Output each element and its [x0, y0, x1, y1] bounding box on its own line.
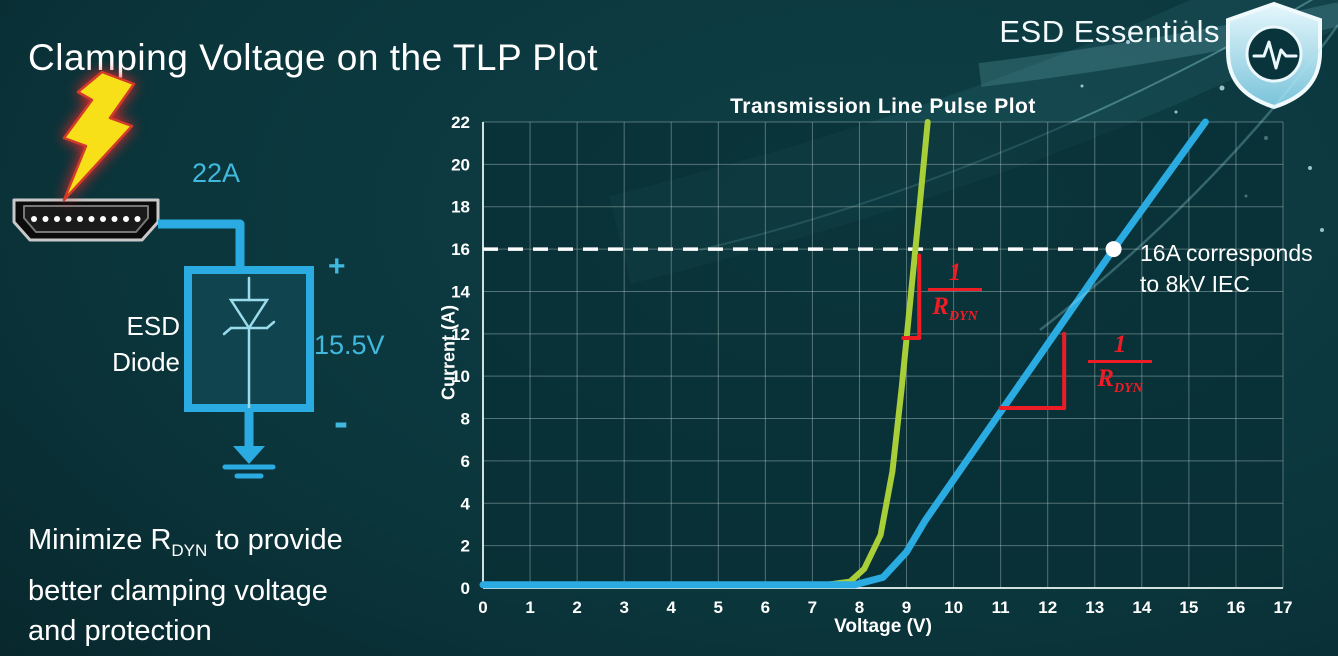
x-tick-label: 13 — [1085, 598, 1104, 617]
note-line-2: better clamping voltage — [28, 574, 328, 607]
x-tick-label: 7 — [808, 598, 817, 617]
minus-terminal-label: - — [334, 398, 348, 445]
x-tick-label: 5 — [714, 598, 723, 617]
y-tick-label: 18 — [451, 198, 470, 217]
brand-label: ESD Essentials — [999, 14, 1220, 49]
x-tick-label: 8 — [855, 598, 864, 617]
iec-marker-dot — [1105, 241, 1122, 258]
wire — [158, 219, 245, 270]
x-tick-label: 3 — [619, 598, 628, 617]
y-tick-label: 4 — [461, 494, 471, 513]
y-tick-label: 20 — [451, 155, 470, 174]
device-name-line1: ESD — [126, 311, 180, 341]
x-tick-label: 12 — [1038, 598, 1057, 617]
y-tick-label: 16 — [451, 240, 470, 259]
x-tick-label: 17 — [1274, 598, 1293, 617]
y-tick-label: 2 — [461, 537, 470, 556]
y-tick-label: 12 — [451, 325, 470, 344]
fraction-bar — [928, 288, 982, 291]
iec-marker-label-line2: to 8kV IEC — [1140, 271, 1250, 297]
clamp-voltage-label: 15.5V — [314, 330, 385, 360]
x-tick-label: 1 — [525, 598, 534, 617]
tlp-chart: 0 1 2 3 4 5 6 7 8 9 10 11 12 13 14 15 16 1702468101214161… — [451, 113, 1293, 617]
iec-marker-label-line1: 16A corresponds — [1140, 240, 1313, 266]
zener-diode-symbol — [222, 276, 276, 410]
y-tick-label: 0 — [461, 579, 470, 598]
y-tick-label: 10 — [451, 367, 470, 386]
device-name: ESD Diode — [96, 308, 180, 380]
plus-terminal-label: + — [328, 250, 346, 283]
x-tick-label: 14 — [1132, 598, 1151, 617]
y-tick-label: 14 — [451, 282, 470, 301]
x-tick-label: 4 — [667, 598, 677, 617]
summary-note: Minimize RDYN to provide better clamping… — [28, 520, 343, 651]
x-tick-label: 6 — [761, 598, 770, 617]
x-tick-label: 11 — [992, 598, 1010, 617]
x-tick-label: 0 — [478, 598, 487, 617]
rdyn-fraction-green: 1 RDYN — [928, 260, 982, 331]
fraction-bar — [1088, 360, 1152, 363]
device-name-line2: Diode — [112, 347, 180, 377]
note-line-3: and protection — [28, 614, 212, 647]
page-title: Clamping Voltage on the TLP Plot — [28, 36, 599, 78]
iec-marker-label: 16A corresponds to 8kV IEC — [1140, 238, 1313, 300]
note-line-1: Minimize RDYN to provide — [28, 524, 343, 560]
pulse-icon — [1252, 40, 1298, 70]
ground-symbol — [222, 408, 276, 479]
lightning-icon — [62, 70, 136, 202]
x-tick-label: 10 — [944, 598, 963, 617]
y-tick-label: 22 — [451, 113, 470, 132]
hdmi-connector-icon — [12, 198, 160, 242]
esd-circuit-diagram — [12, 70, 314, 479]
surge-current-label: 22A — [192, 158, 241, 188]
x-tick-label: 9 — [902, 598, 911, 617]
shield-logo-icon — [1226, 1, 1322, 110]
y-tick-label: 8 — [461, 410, 470, 429]
rdyn-fraction-blue: 1 RDYN — [1088, 332, 1152, 403]
x-tick-label: 16 — [1226, 598, 1245, 617]
chart-title: Transmission Line Pulse Plot — [730, 95, 1036, 118]
shield-inner-circle — [1245, 25, 1303, 83]
x-tick-label: 15 — [1179, 598, 1198, 617]
x-tick-label: 2 — [572, 598, 581, 617]
x-axis-label: Voltage (V) — [834, 616, 932, 637]
y-tick-label: 6 — [461, 452, 470, 471]
